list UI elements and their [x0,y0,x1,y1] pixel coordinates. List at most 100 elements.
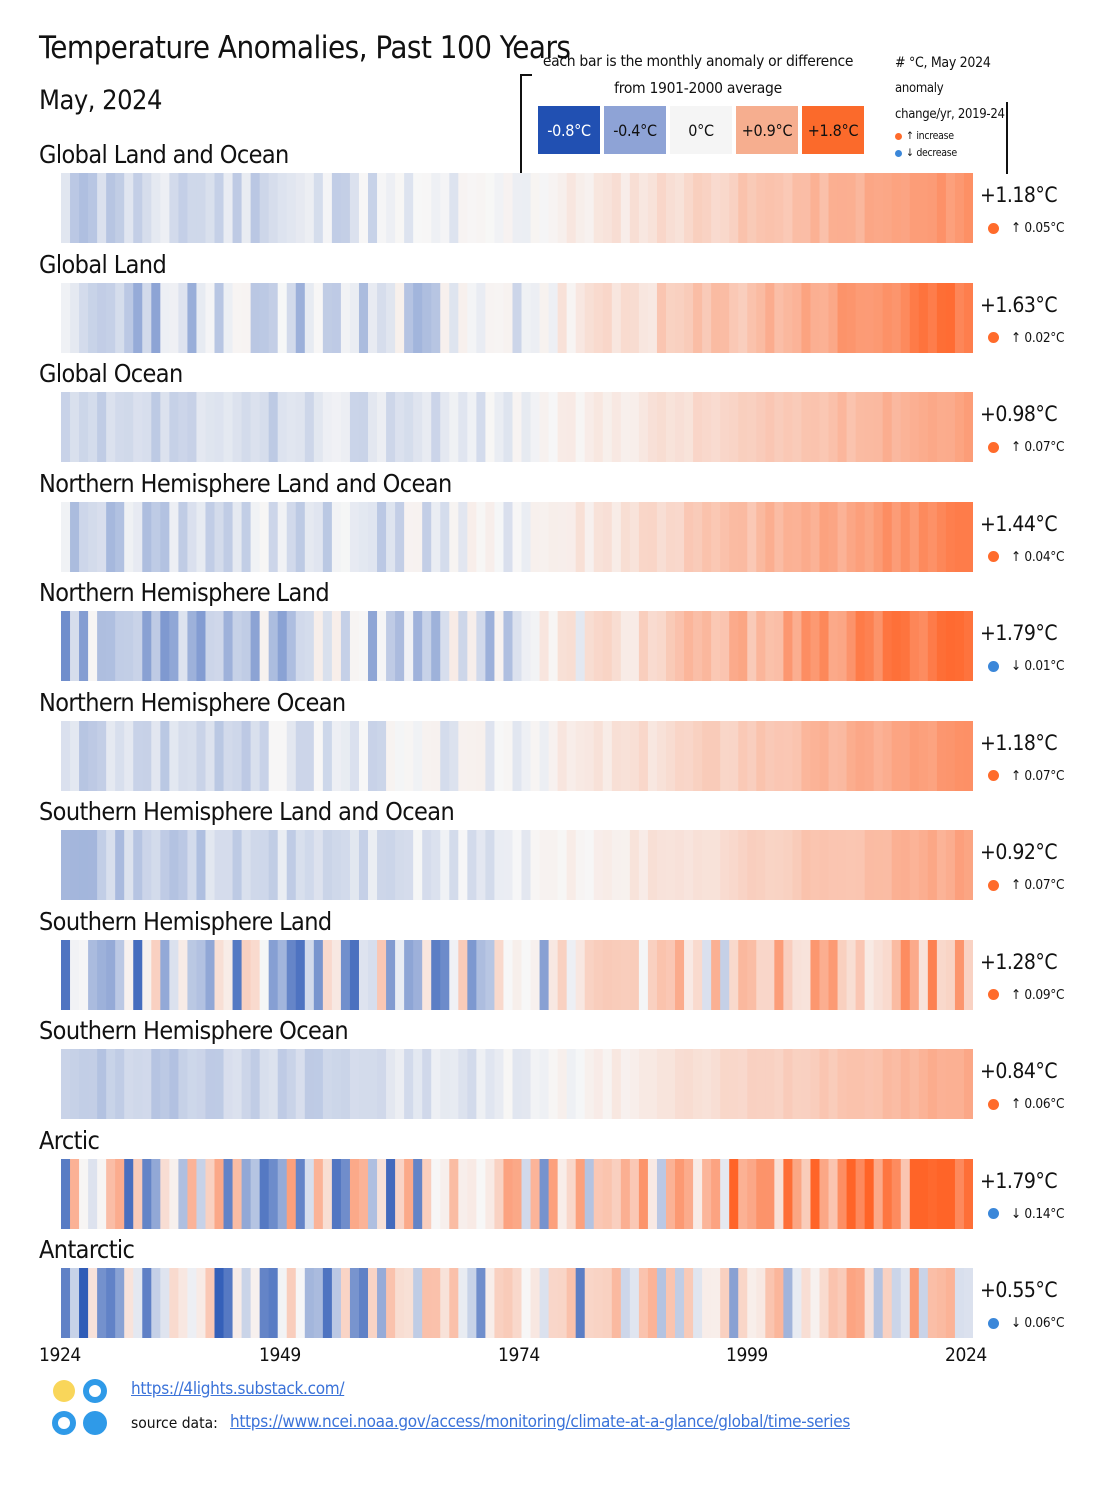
stripe-bar [557,1049,568,1119]
key-anomaly-label: anomaly [895,81,944,96]
stripe-bar [647,1049,658,1119]
stripe-bar [386,1158,396,1229]
key-change-label: change/yr, 2019-24 [895,107,1005,122]
stripe-bar [638,611,649,681]
stripe-bar [675,1158,685,1229]
stripe-bar [720,282,730,353]
stripe-bar [277,720,288,791]
stripe-bar [584,939,595,1010]
stripe-bar [214,173,225,243]
stripe-bar [738,1049,748,1119]
stripe-bar [530,501,541,572]
stripe-bar [783,173,794,243]
stripe-bar [313,392,324,462]
row-change-southern-hemisphere-ocean: ↑ 0.06°C [988,1096,1065,1112]
decrease-dot-icon [988,1317,999,1329]
stripe-bar [440,282,450,353]
stripe-bar [395,501,405,572]
stripe-bar [70,392,80,462]
stripe-bar [133,1268,143,1338]
stripe-strip-global-ocean [61,392,973,462]
stripe-bar [377,501,387,572]
stripe-bar [927,282,938,353]
stripe-bar [629,720,640,791]
stripe-bar [169,392,179,462]
stripe-bar [313,282,324,353]
stripe-bar [322,392,333,462]
stripe-bar [575,1268,586,1338]
stripe-bar [593,501,604,572]
stripe-bar [873,282,884,353]
stripe-bar [187,1158,198,1229]
stripe-bar [963,173,973,243]
stripe-bar [331,1268,342,1338]
stripe-bar [828,830,839,900]
stripe-bar [304,720,315,791]
substack-link[interactable]: https://4lights.substack.com/ [131,1379,345,1399]
stripe-bar [223,830,234,900]
stripe-bar [684,720,694,791]
stripe-bar [602,1268,613,1338]
stripe-bar [169,830,179,900]
stripe-bar [647,720,658,791]
stripe-bar [693,392,703,462]
stripe-bar [349,720,360,791]
stripe-bar [702,1158,712,1229]
stripe-bar [702,830,712,900]
stripe-bar [638,720,649,791]
stripe-bar [79,720,89,791]
stripe-bar [711,173,721,243]
stripe-bar [729,501,739,572]
stripe-bar [792,830,803,900]
stripe-bar [259,1158,270,1229]
stripe-bar [521,173,532,243]
stripe-bar [539,1049,550,1119]
stripe-bar [142,611,152,681]
stripe-bar [268,282,279,353]
stripe-bar [720,830,730,900]
stripe-bar [747,720,757,791]
stripe-bar [395,939,405,1010]
stripe-bar [160,830,170,900]
stripe-bar [196,720,207,791]
stripe-bar [611,830,622,900]
stripe-bar [792,611,803,681]
stripe-bar [61,501,71,572]
stripe-bar [566,173,577,243]
stripe-bar [819,939,830,1010]
key-increase-label: ↑ increase [906,130,954,142]
stripe-bar [286,282,297,353]
stripe-bar [512,1049,523,1119]
stripe-bar [747,1268,757,1338]
stripe-bar [331,939,342,1010]
stripe-bar [792,392,803,462]
stripe-bar [828,611,839,681]
stripe-bar [557,501,568,572]
stripe-bar [846,830,857,900]
stripe-bar [512,720,523,791]
source-data-link[interactable]: https://www.ncei.noaa.gov/access/monitor… [230,1412,850,1432]
stripe-bar [431,720,441,791]
stripe-bar [810,392,821,462]
stripe-bar [304,1049,315,1119]
stripe-bar [936,1049,947,1119]
key-divider [1006,102,1008,174]
stripe-bar [729,830,739,900]
stripe-bar [485,282,496,353]
stripe-bar [413,720,423,791]
stripe-bar [358,611,369,681]
stripe-bar [97,1268,107,1338]
stripe-bar [250,1158,261,1229]
stripe-bar [422,939,432,1010]
stripe-bar [440,1268,450,1338]
stripe-bar [810,173,821,243]
stripe-bar [286,611,297,681]
stripe-bar [196,611,207,681]
stripe-bar [765,1268,775,1338]
stripe-bar [720,1268,730,1338]
stripe-bar [918,501,929,572]
stripe-bar [765,392,775,462]
stripe-bar [124,1049,134,1119]
stripe-bar [684,1049,694,1119]
stripe-bar [70,1049,80,1119]
